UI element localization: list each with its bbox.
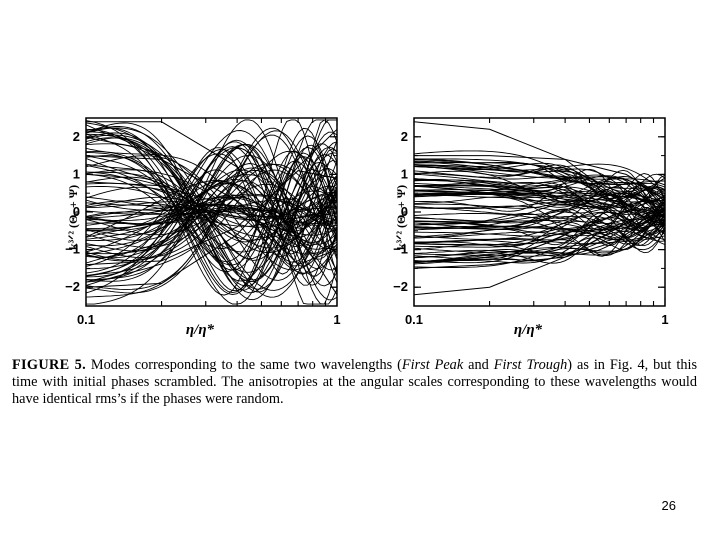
mode-curve	[414, 165, 665, 200]
mode-curve	[414, 212, 665, 246]
y-tick-label: 1	[401, 166, 408, 181]
mode-curve	[414, 175, 665, 218]
mode-curve	[414, 203, 665, 239]
mode-curve	[414, 215, 665, 264]
mode-curve	[86, 135, 337, 271]
x-axis-label: η/η*	[185, 322, 215, 338]
chart-panel-first-peak: 2 1 0 −1 −2 0.1 1 k³ᐟ² (Θ₀ + Ψ) η/η*	[50, 110, 350, 345]
mode-curve	[86, 143, 337, 260]
mode-curve	[86, 200, 337, 236]
mode-curve	[86, 147, 337, 277]
y-tick-label: 1	[73, 166, 80, 181]
mode-curve	[414, 200, 665, 215]
mode-curve	[414, 220, 665, 265]
series-line	[86, 155, 337, 266]
y-tick-label: 0	[401, 204, 408, 219]
caption-text-1: Modes corresponding to the same two wave…	[90, 357, 402, 373]
y-tick-label: −2	[393, 279, 408, 294]
mode-curve	[86, 147, 337, 286]
mode-curve	[86, 176, 337, 243]
mode-curve	[86, 137, 337, 282]
mode-curve	[86, 167, 337, 259]
series-line	[86, 140, 337, 247]
mode-curve	[86, 150, 337, 272]
x-tick-label: 0.1	[405, 312, 423, 325]
x-tick-label: 1	[333, 312, 340, 325]
mode-curve	[86, 119, 337, 305]
series-line	[414, 219, 665, 269]
mode-curve	[414, 206, 665, 231]
mode-curve	[414, 184, 665, 230]
y-tick-label: 2	[73, 129, 80, 144]
mode-curve	[86, 179, 337, 247]
mode-curve	[414, 213, 665, 230]
y-tick-label: −2	[65, 279, 80, 294]
mode-curve	[414, 163, 665, 195]
caption-first-trough: First Trough	[493, 357, 568, 373]
mode-curve	[86, 150, 337, 286]
x-axis-label: η/η*	[513, 322, 543, 338]
series-line	[86, 170, 337, 266]
mode-curve	[86, 147, 337, 278]
mode-curve	[86, 139, 337, 305]
chart-panel-first-trough: 2 1 0 −1 −2 0.1 1 k³ᐟ² (Θ₀ + Ψ) η/η*	[378, 110, 678, 345]
series-line	[414, 155, 665, 198]
mode-curve	[86, 163, 337, 262]
mode-curve	[414, 223, 665, 258]
y-tick-label: −1	[393, 242, 408, 257]
x-tick-label: 0.1	[77, 312, 95, 325]
y-tick-label: 0	[73, 204, 80, 219]
chart-svg-first-trough: 2 1 0 −1 −2 0.1 1	[393, 117, 669, 325]
mode-curve	[86, 119, 337, 296]
caption-and: and	[463, 357, 494, 373]
mode-curve	[86, 134, 337, 291]
series-line	[86, 128, 337, 288]
y-tick-label: −1	[65, 242, 80, 257]
caption-text-2: ) as in Fig. 4, but this time with initi…	[12, 357, 698, 407]
mode-curve	[86, 148, 337, 274]
series-line	[414, 192, 665, 217]
mode-curve	[414, 150, 665, 197]
mode-curve	[414, 211, 665, 241]
mode-curve	[86, 147, 337, 274]
mode-curve	[414, 211, 665, 223]
figure-label: FIGURE 5.	[12, 357, 86, 373]
mode-curve	[414, 160, 665, 205]
mode-curves	[414, 121, 665, 296]
mode-curve	[86, 194, 337, 232]
mode-curve	[86, 143, 337, 281]
caption-first-peak: First Peak	[401, 357, 464, 373]
mode-curve	[414, 162, 665, 202]
mode-curve	[86, 144, 337, 281]
page-number: 26	[661, 498, 676, 513]
mode-curve	[86, 204, 337, 219]
mode-curve	[86, 131, 337, 261]
mode-curve	[86, 171, 337, 253]
mode-curve	[414, 222, 665, 244]
mode-curve	[414, 208, 665, 237]
mode-curve	[86, 163, 337, 261]
chart-svg-first-peak: 2 1 0 −1 −2 0.1 1	[65, 117, 341, 325]
mode-curve	[86, 194, 337, 232]
mode-curve	[86, 128, 337, 295]
mode-curves	[86, 119, 337, 305]
mode-curve	[414, 204, 665, 217]
mode-curve	[414, 164, 665, 201]
y-axis-label: k³ᐟ² (Θ₀ + Ψ)	[394, 184, 408, 250]
x-tick-label: 1	[661, 312, 668, 325]
mode-curve	[414, 224, 665, 268]
series-line	[86, 121, 337, 295]
mode-curve	[86, 204, 337, 226]
y-axis-label: k³ᐟ² (Θ₀ + Ψ)	[66, 184, 80, 250]
figure-caption: FIGURE 5. Modes corresponding to the sam…	[12, 357, 697, 408]
mode-curve	[414, 206, 665, 229]
mode-curve	[414, 212, 665, 260]
mode-curve	[414, 235, 665, 262]
y-tick-label: 2	[401, 129, 408, 144]
mode-curve	[86, 153, 337, 267]
mode-curve	[86, 137, 337, 283]
